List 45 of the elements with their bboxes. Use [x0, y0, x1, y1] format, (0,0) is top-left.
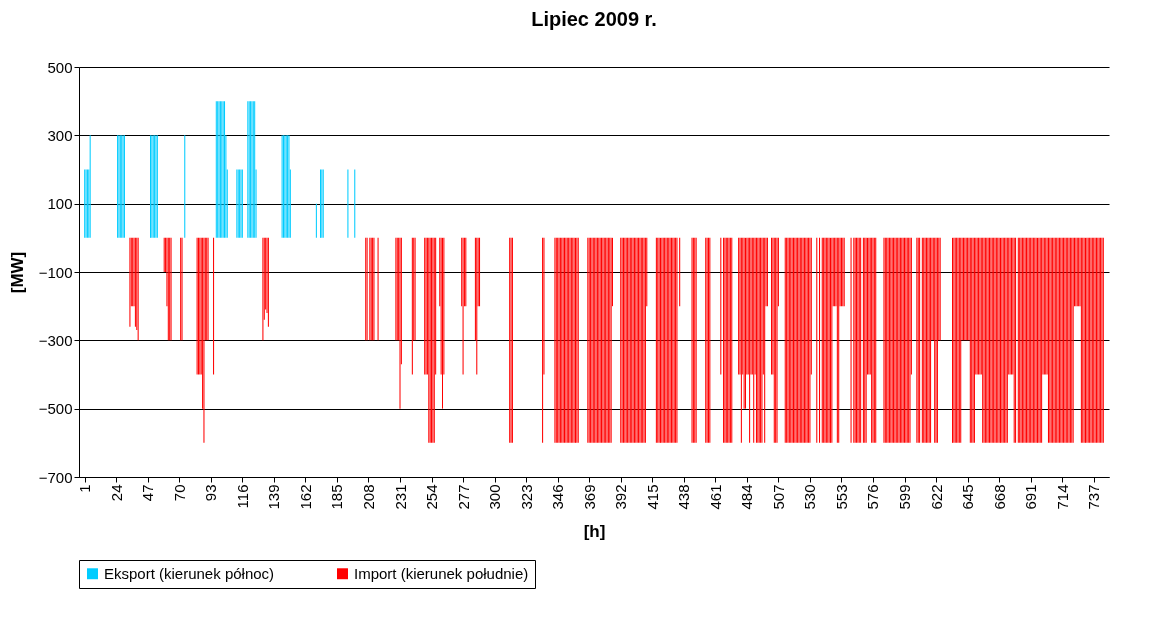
x-tick-label: 369: [580, 484, 598, 510]
x-tick-label: 576: [864, 484, 882, 510]
x-tick-label: 461: [706, 484, 724, 510]
x-tick-label: 737: [1085, 484, 1103, 510]
x-tick-label: 139: [265, 484, 283, 510]
x-tick-label: 415: [643, 484, 661, 510]
y-tick-label: 100: [47, 195, 73, 213]
y-tick-label: −300: [38, 331, 73, 349]
x-tick-label: 24: [107, 484, 125, 502]
x-tick-label: 1: [76, 484, 94, 493]
x-tick-label: 507: [769, 484, 787, 510]
x-tick-label: 392: [612, 484, 630, 510]
y-axis-title: [MW]: [7, 251, 27, 294]
x-tick-label: 116: [233, 484, 251, 509]
y-tick-label: 500: [47, 58, 73, 76]
x-axis-title: [h]: [583, 521, 606, 541]
y-tick-label: −500: [38, 400, 73, 418]
y-tick-label: −100: [38, 263, 73, 281]
x-tick-label: 323: [517, 484, 535, 510]
x-tick-label: 162: [296, 484, 314, 510]
x-tick-label: 530: [801, 484, 819, 510]
x-tick-label: 622: [927, 484, 945, 510]
x-tick-label: 714: [1053, 484, 1071, 510]
x-tick-label: 668: [990, 484, 1008, 510]
x-tick-label: 553: [832, 484, 850, 510]
y-tick-label: 300: [47, 126, 73, 144]
legend-label: Eksport (kierunek północ): [104, 564, 275, 582]
x-tick-label: 346: [549, 484, 567, 510]
x-tick-label: 277: [454, 484, 472, 510]
chart-title: Lipiec 2009 r.: [531, 8, 657, 30]
legend-label: Import (kierunek południe): [354, 564, 529, 582]
x-tick-label: 93: [202, 484, 220, 502]
x-tick-label: 691: [1022, 484, 1040, 510]
x-tick-label: 208: [359, 484, 377, 510]
x-tick-label: 599: [896, 484, 914, 510]
y-tick-label: −700: [38, 468, 73, 486]
x-tick-label: 645: [959, 484, 977, 510]
x-tick-label: 300: [486, 484, 504, 510]
x-tick-label: 185: [328, 484, 346, 510]
x-tick-label: 231: [391, 484, 409, 510]
x-tick-label: 254: [423, 484, 441, 510]
x-tick-label: 70: [170, 484, 188, 502]
x-tick-label: 484: [738, 484, 756, 510]
x-tick-label: 438: [675, 484, 693, 510]
x-tick-label: 47: [139, 484, 157, 502]
